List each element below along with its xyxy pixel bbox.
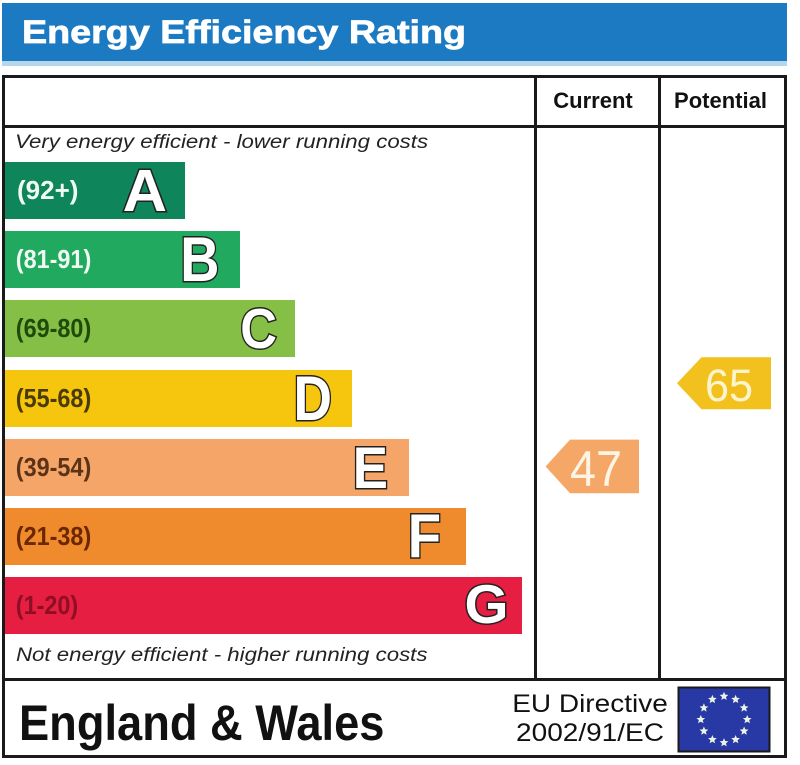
svg-text:G: G bbox=[465, 573, 509, 635]
svg-text:D: D bbox=[294, 364, 333, 434]
svg-text:B: B bbox=[180, 225, 219, 295]
svg-text:47: 47 bbox=[570, 441, 622, 497]
svg-text:65: 65 bbox=[705, 360, 753, 411]
svg-text:C: C bbox=[240, 297, 277, 361]
svg-text:A: A bbox=[123, 158, 167, 224]
svg-text:E: E bbox=[353, 436, 388, 501]
svg-text:F: F bbox=[408, 502, 441, 571]
